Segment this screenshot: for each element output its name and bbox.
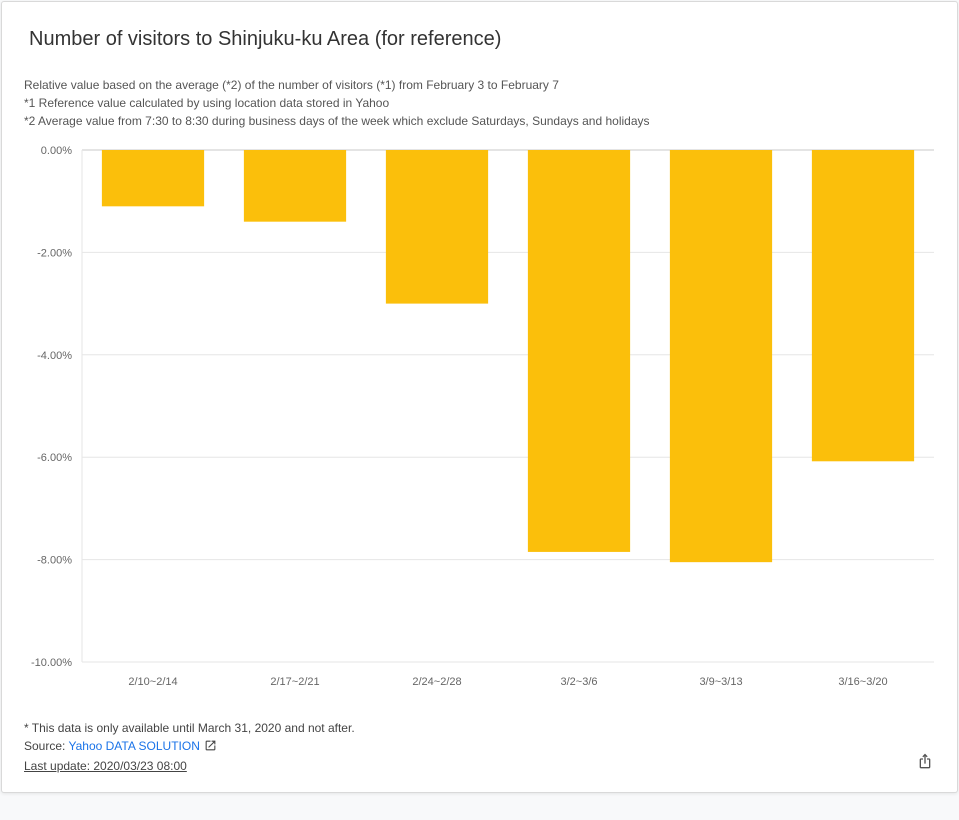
y-tick-label: -6.00% <box>37 452 72 464</box>
note-reference-value: *1 Reference value calculated by using l… <box>24 96 390 110</box>
note-average-value: *2 Average value from 7:30 to 8:30 durin… <box>24 114 650 128</box>
share-icon <box>919 753 931 769</box>
source-label: Source: <box>24 739 69 753</box>
note-relative-value: Relative value based on the average (*2)… <box>24 78 559 92</box>
x-tick-label: 2/17~2/21 <box>270 676 319 688</box>
last-update: Last update: 2020/03/23 08:00 <box>24 759 187 773</box>
y-tick-label: 0.00% <box>41 145 72 157</box>
share-button[interactable] <box>915 751 935 771</box>
x-tick-label: 3/16~3/20 <box>838 676 887 688</box>
x-tick-label: 3/2~3/6 <box>560 676 597 688</box>
chart-title: Number of visitors to Shinjuku-ku Area (… <box>29 28 502 50</box>
bar <box>527 150 631 552</box>
bar <box>243 150 347 222</box>
source-line: Source: Yahoo DATA SOLUTION <box>24 737 355 757</box>
y-tick-label: -2.00% <box>37 247 72 259</box>
chart-notes: Relative value based on the average (*2)… <box>24 76 650 130</box>
bar-chart: 0.00% -2.00% -4.00% -6.00% -8.00% -10.00% 2/10… <box>31 145 934 688</box>
bar <box>101 150 205 207</box>
y-tick-label: -8.00% <box>37 555 72 567</box>
external-link-icon[interactable] <box>204 739 217 757</box>
x-tick-label: 2/24~2/28 <box>412 676 461 688</box>
y-tick-label: -10.00% <box>31 657 72 669</box>
bar <box>669 150 773 563</box>
source-link[interactable]: Yahoo DATA SOLUTION <box>68 739 200 753</box>
x-tick-label: 2/10~2/14 <box>128 676 177 688</box>
availability-note: * This data is only available until Marc… <box>24 721 355 735</box>
chart-footer: * This data is only available until Marc… <box>24 719 355 775</box>
bar <box>811 150 915 462</box>
bar <box>385 150 489 304</box>
x-tick-label: 3/9~3/13 <box>699 676 742 688</box>
y-tick-label: -4.00% <box>37 350 72 362</box>
chart-card: Number of visitors to Shinjuku-ku Area (… <box>1 1 958 793</box>
